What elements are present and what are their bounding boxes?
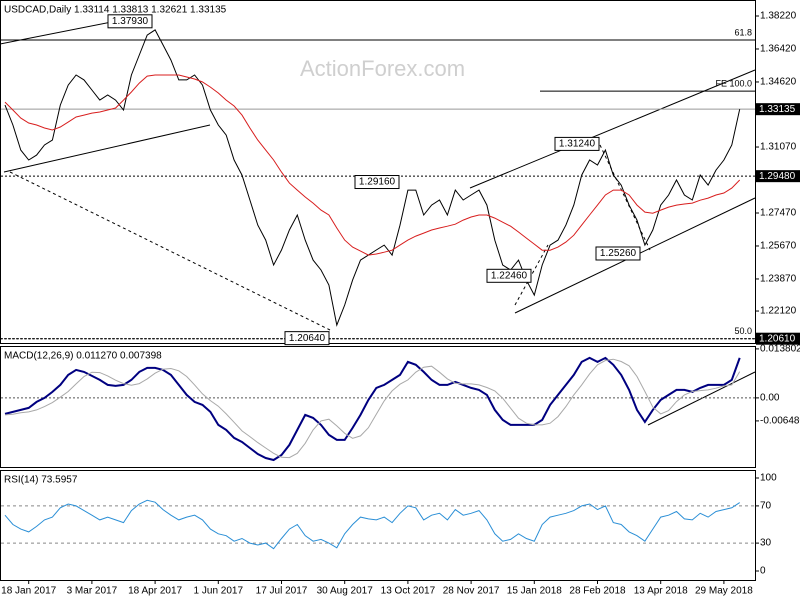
y-tick-label: 1.25670 — [760, 241, 797, 252]
x-tick-label: 3 Mar 2017 — [67, 586, 118, 597]
y-tick-label: 1.23870 — [760, 274, 797, 285]
callout-label: 1.37930 — [112, 16, 149, 27]
y-tick-label: -0.006480 — [760, 416, 800, 427]
price-box — [756, 103, 800, 116]
series-line — [4, 499, 740, 550]
x-tick-label: 30 Aug 2017 — [317, 586, 374, 597]
x-tick-label: 28 Nov 2017 — [443, 586, 500, 597]
series-line — [4, 29, 741, 327]
callout-label: 1.20640 — [289, 333, 326, 344]
level-label: 50.0 — [734, 326, 752, 336]
y-tick-label: 1.38220 — [760, 11, 797, 22]
callout-box — [107, 14, 153, 29]
callout-box — [486, 268, 532, 283]
x-tick-label: 13 Oct 2017 — [381, 586, 436, 597]
x-tick-label: 17 Jul 2017 — [256, 586, 308, 597]
price-box — [756, 170, 800, 183]
callout-box — [284, 331, 330, 346]
chart-title: USDCAD,Daily 1.33114 1.33813 1.32621 1.3… — [4, 5, 227, 16]
y-tick-label: 0.00 — [760, 393, 780, 404]
trend-line — [469, 69, 756, 189]
price-label: 1.20610 — [759, 333, 796, 344]
x-tick-label: 29 May 2018 — [695, 586, 753, 597]
series-line — [4, 358, 741, 459]
callout-box — [595, 246, 641, 261]
x-tick-label: 13 Apr 2018 — [634, 586, 688, 597]
macd-title: MACD(12,26,9) 0.011270 0.007398 — [4, 351, 162, 362]
x-tick-label: 18 Apr 2017 — [128, 586, 182, 597]
watermark: ActionForex.com — [300, 56, 465, 81]
macd-pane — [0, 346, 756, 468]
price-pane — [0, 0, 756, 344]
y-tick-label: 1.36420 — [760, 44, 797, 55]
x-tick-label: 1 Jun 2017 — [194, 586, 244, 597]
price-box — [756, 332, 800, 345]
level-label: 61.8 — [734, 27, 752, 37]
callout-label: 1.31240 — [559, 139, 596, 150]
y-tick-label: 0 — [760, 566, 766, 577]
x-tick-label: 15 Jan 2018 — [507, 586, 562, 597]
trend-line — [647, 371, 756, 426]
series-line — [4, 356, 741, 462]
y-tick-label: 1.34620 — [760, 77, 797, 88]
y-tick-label: 1.27470 — [760, 208, 797, 219]
series-line — [4, 74, 741, 256]
y-tick-label: 100 — [760, 473, 777, 484]
callout-box — [554, 136, 600, 151]
callout-box — [354, 175, 400, 190]
price-label: 1.33135 — [759, 104, 796, 115]
x-tick-label: 28 Feb 2018 — [569, 586, 626, 597]
callout-label: 1.29160 — [359, 177, 396, 188]
rsi-pane — [0, 470, 756, 581]
y-tick-label: 0.013802 — [760, 344, 800, 355]
y-tick-label: 70 — [760, 501, 772, 512]
trend-line — [599, 144, 651, 251]
y-tick-label: 1.22120 — [760, 306, 797, 317]
callout-label: 1.25260 — [600, 248, 637, 259]
y-tick-label: 1.31070 — [760, 142, 797, 153]
level-label: FE 100.0 — [715, 79, 752, 89]
x-tick-label: 18 Jan 2017 — [1, 586, 56, 597]
callout-label: 1.22460 — [491, 270, 528, 281]
trend-line — [3, 124, 211, 173]
rsi-title: RSI(14) 73.5957 — [4, 475, 78, 486]
price-label: 1.29480 — [759, 171, 796, 182]
y-tick-label: 30 — [760, 538, 772, 549]
